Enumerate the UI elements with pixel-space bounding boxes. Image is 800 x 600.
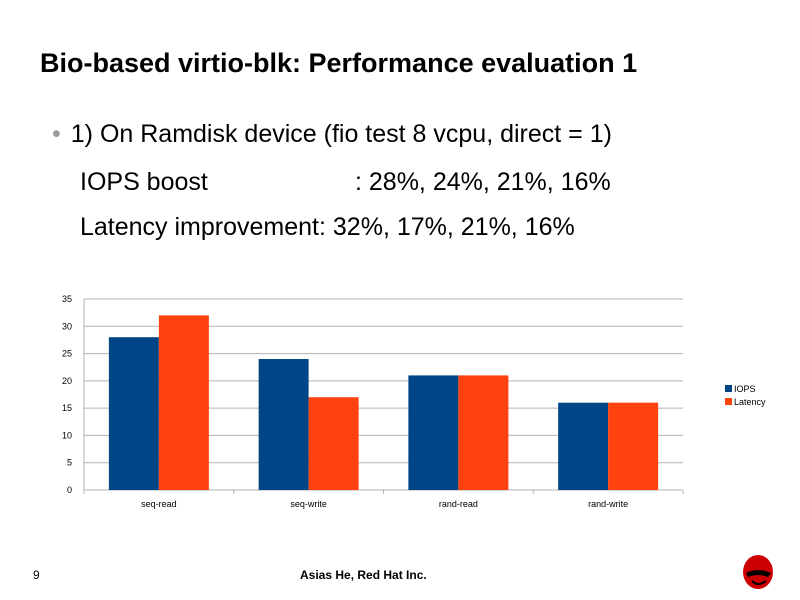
legend-label-iops: IOPS — [734, 384, 756, 394]
bullet-dot-icon: • — [52, 120, 61, 148]
bullet-item: • 1) On Ramdisk device (fio test 8 vcpu, … — [52, 120, 612, 149]
y-tick-label: 35 — [62, 294, 72, 304]
red-hat-logo-icon — [743, 555, 773, 589]
iops-value: : 28%, 24%, 21%, 16% — [355, 168, 611, 196]
y-tick-label: 5 — [67, 458, 72, 468]
y-tick-label: 0 — [67, 485, 72, 495]
bar-iops — [408, 375, 459, 490]
latency-line: Latency improvement: 32%, 17%, 21%, 16% — [80, 213, 575, 242]
iops-line: IOPS boost : 28%, 24%, 21%, 16% — [80, 168, 611, 197]
bar-latency — [458, 375, 509, 490]
bar-latency — [308, 397, 359, 490]
bar-chart: 0 5 10 15 20 25 30 35 seq-read seq-write rand-read… — [62, 294, 766, 509]
legend-label-latency: Latency — [734, 397, 766, 407]
y-tick-label: 10 — [62, 430, 72, 440]
legend-swatch-iops — [725, 385, 732, 392]
bar-iops — [258, 359, 309, 490]
x-tick-label: rand-read — [439, 499, 478, 509]
legend-swatch-latency — [725, 398, 732, 405]
x-tick-label: seq-read — [141, 499, 177, 509]
iops-label: IOPS boost — [80, 168, 208, 196]
bar-latency — [158, 315, 209, 490]
y-tick-label: 25 — [62, 349, 72, 359]
y-tick-label: 15 — [62, 403, 72, 413]
bar-iops — [558, 402, 609, 490]
slide-title: Bio-based virtio-blk: Performance evalua… — [40, 48, 638, 78]
bar-iops — [108, 337, 159, 490]
page-number: 9 — [33, 568, 40, 582]
bullet-text: 1) On Ramdisk device (fio test 8 vcpu, d… — [70, 120, 612, 148]
x-tick-label: rand-write — [588, 499, 628, 509]
x-tick-label: seq-write — [290, 499, 327, 509]
latency-value: : 32%, 17%, 21%, 16% — [319, 213, 575, 241]
y-tick-label: 30 — [62, 321, 72, 331]
latency-label: Latency improvement — [80, 213, 320, 241]
y-tick-label: 20 — [62, 376, 72, 386]
footer-author: Asias He, Red Hat Inc. — [300, 568, 427, 582]
bar-latency — [608, 402, 659, 490]
